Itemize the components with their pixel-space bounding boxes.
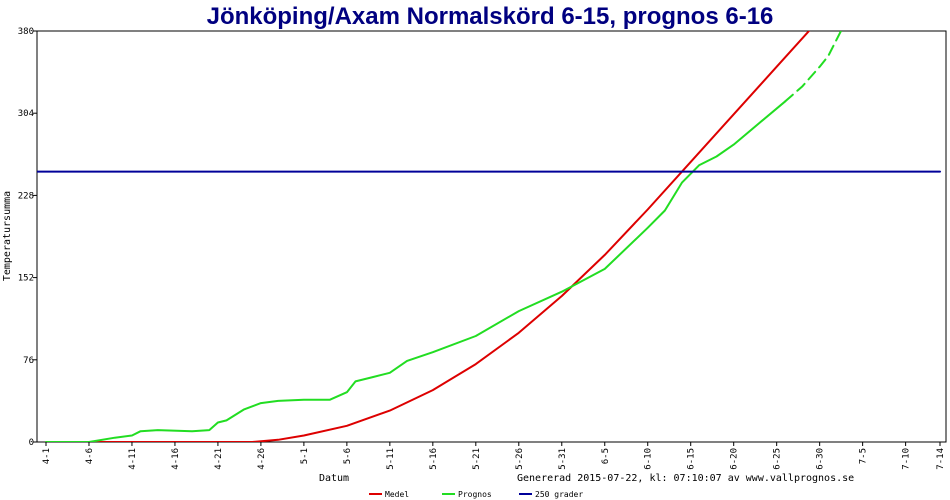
- footer-text: Genererad 2015-07-22, kl: 07:10:07 av ww…: [517, 473, 854, 484]
- x-tick-label: 4-1: [42, 448, 52, 464]
- y-tick-label: 0: [29, 438, 34, 448]
- x-tick-label: 5-1: [300, 448, 310, 464]
- x-tick-label: 6-20: [730, 448, 740, 470]
- legend-label: Prognos: [458, 490, 492, 499]
- y-tick-label: 304: [18, 109, 34, 119]
- x-tick-label: 4-26: [257, 448, 267, 470]
- series-line-prognos: [784, 31, 843, 103]
- series-line-medel: [45, 31, 811, 442]
- y-tick-label: 228: [18, 191, 34, 201]
- x-tick-label: 4-21: [214, 448, 224, 470]
- x-tick-label: 7-5: [859, 448, 869, 464]
- series-line-prognos: [45, 100, 787, 442]
- x-tick-label: 6-10: [644, 448, 654, 470]
- x-tick-label: 5-21: [472, 448, 482, 470]
- x-tick-label: 5-6: [343, 448, 353, 464]
- x-tick-label: 5-11: [386, 448, 396, 470]
- chart-title: Jönköping/Axam Normalskörd 6-15, prognos…: [207, 3, 774, 30]
- legend-label: Medel: [385, 490, 409, 499]
- x-tick-label: 5-26: [515, 448, 525, 470]
- legend-label: 250 grader: [535, 490, 583, 499]
- legend: Medel Prognos 250 grader: [369, 490, 583, 499]
- y-tick-label: 380: [18, 27, 34, 37]
- x-axis-label: Datum: [319, 473, 349, 484]
- x-tick-label: 6-30: [816, 448, 826, 470]
- series-group: [37, 31, 941, 442]
- x-tick-label: 4-11: [128, 448, 138, 470]
- x-tick-label: 5-16: [429, 448, 439, 470]
- x-tick-label: 6-5: [601, 448, 611, 464]
- x-tick-label: 4-6: [85, 448, 95, 464]
- x-tick-label: 5-31: [558, 448, 568, 470]
- y-axis-label: Temperatursumma: [2, 191, 13, 281]
- y-axis: 0 76 152 228 304 380: [18, 27, 37, 448]
- x-tick-label: 6-15: [687, 448, 697, 470]
- y-tick-label: 76: [23, 356, 34, 366]
- y-tick-label: 152: [18, 274, 34, 284]
- x-tick-label: 6-25: [773, 448, 783, 470]
- x-tick-label: 7-14: [936, 448, 946, 470]
- x-axis: 4-1 4-6 4-11 4-16 4-21 4-26 5-1 5-6 5-11 5-16 5-21…: [42, 442, 946, 470]
- x-tick-label: 7-10: [902, 448, 912, 470]
- x-tick-label: 4-16: [171, 448, 181, 470]
- plot-area: [36, 30, 947, 443]
